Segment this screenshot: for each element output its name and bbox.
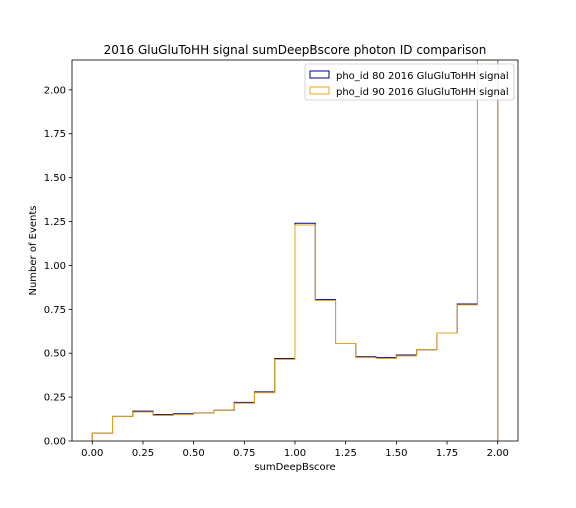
chart-title: 2016 GluGluToHH signal sumDeepBscore pho… [104, 43, 487, 57]
x-tick-label: 2.00 [487, 448, 509, 459]
legend-swatch [309, 70, 330, 79]
x-tick-label: 0.75 [233, 448, 255, 459]
legend-swatch [309, 86, 330, 95]
x-tick-label: 0.50 [183, 448, 205, 459]
y-tick-label: 2.00 [44, 85, 66, 96]
legend-box [304, 63, 515, 101]
y-tick-label: 0.75 [44, 305, 66, 316]
y-tick-label: 1.00 [44, 261, 66, 272]
legend: pho_id 80 2016 GluGluToHH signal pho_id 9… [304, 63, 515, 101]
series-step-line-2 [91, 60, 499, 441]
y-tick-label: 1.75 [44, 129, 66, 140]
x-tick-label: 1.00 [284, 448, 306, 459]
legend-label: pho_id 80 2016 GluGluToHH signal [336, 71, 509, 82]
x-tick-label: 1.75 [436, 448, 458, 459]
y-tick-label: 0.00 [44, 437, 66, 448]
x-tick-label: 1.25 [335, 448, 357, 459]
y-tick-label: 0.50 [44, 349, 66, 360]
x-axis-label: sumDeepBscore [254, 462, 335, 473]
y-tick-label: 1.50 [44, 173, 66, 184]
x-tick-label: 0.00 [81, 448, 103, 459]
y-axis-label: Number of Events [28, 205, 39, 295]
series-layer [91, 60, 499, 441]
x-axis: 0.00 0.25 0.50 0.75 1.00 1.25 1.50 1.75 2.00 [81, 441, 509, 459]
x-tick-label: 1.50 [385, 448, 407, 459]
y-tick-label: 0.25 [44, 393, 66, 404]
x-tick-label: 0.25 [132, 448, 154, 459]
y-tick-label: 1.25 [44, 217, 66, 228]
y-axis: 0.00 0.25 0.50 0.75 1.00 1.25 1.50 1.75 2.00 [44, 85, 72, 448]
legend-label: pho_id 90 2016 GluGluToHH signal [336, 87, 509, 98]
